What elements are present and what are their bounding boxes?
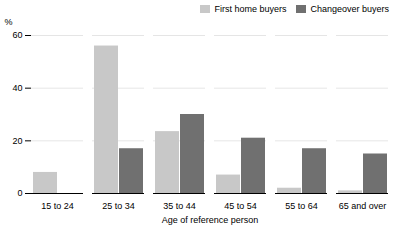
svg-text:20: 20: [12, 136, 22, 146]
svg-text:45 to 54: 45 to 54: [224, 201, 257, 211]
svg-text:15 to 24: 15 to 24: [41, 201, 74, 211]
svg-text:%: %: [5, 17, 13, 27]
svg-text:65 and over: 65 and over: [339, 201, 387, 211]
html-text:First home buyers: First home buyers: [214, 4, 287, 14]
svg-text:60: 60: [12, 30, 22, 40]
svg-text:25 to 34: 25 to 34: [102, 201, 135, 211]
svg-text:Age of reference person: Age of reference person: [162, 215, 259, 225]
svg-text:0: 0: [17, 188, 22, 198]
html-text:Changeover buyers: Changeover buyers: [310, 4, 389, 14]
svg-text:40: 40: [12, 83, 22, 93]
svg-text:35 to 44: 35 to 44: [163, 201, 196, 211]
svg-text:55 to 64: 55 to 64: [285, 201, 318, 211]
